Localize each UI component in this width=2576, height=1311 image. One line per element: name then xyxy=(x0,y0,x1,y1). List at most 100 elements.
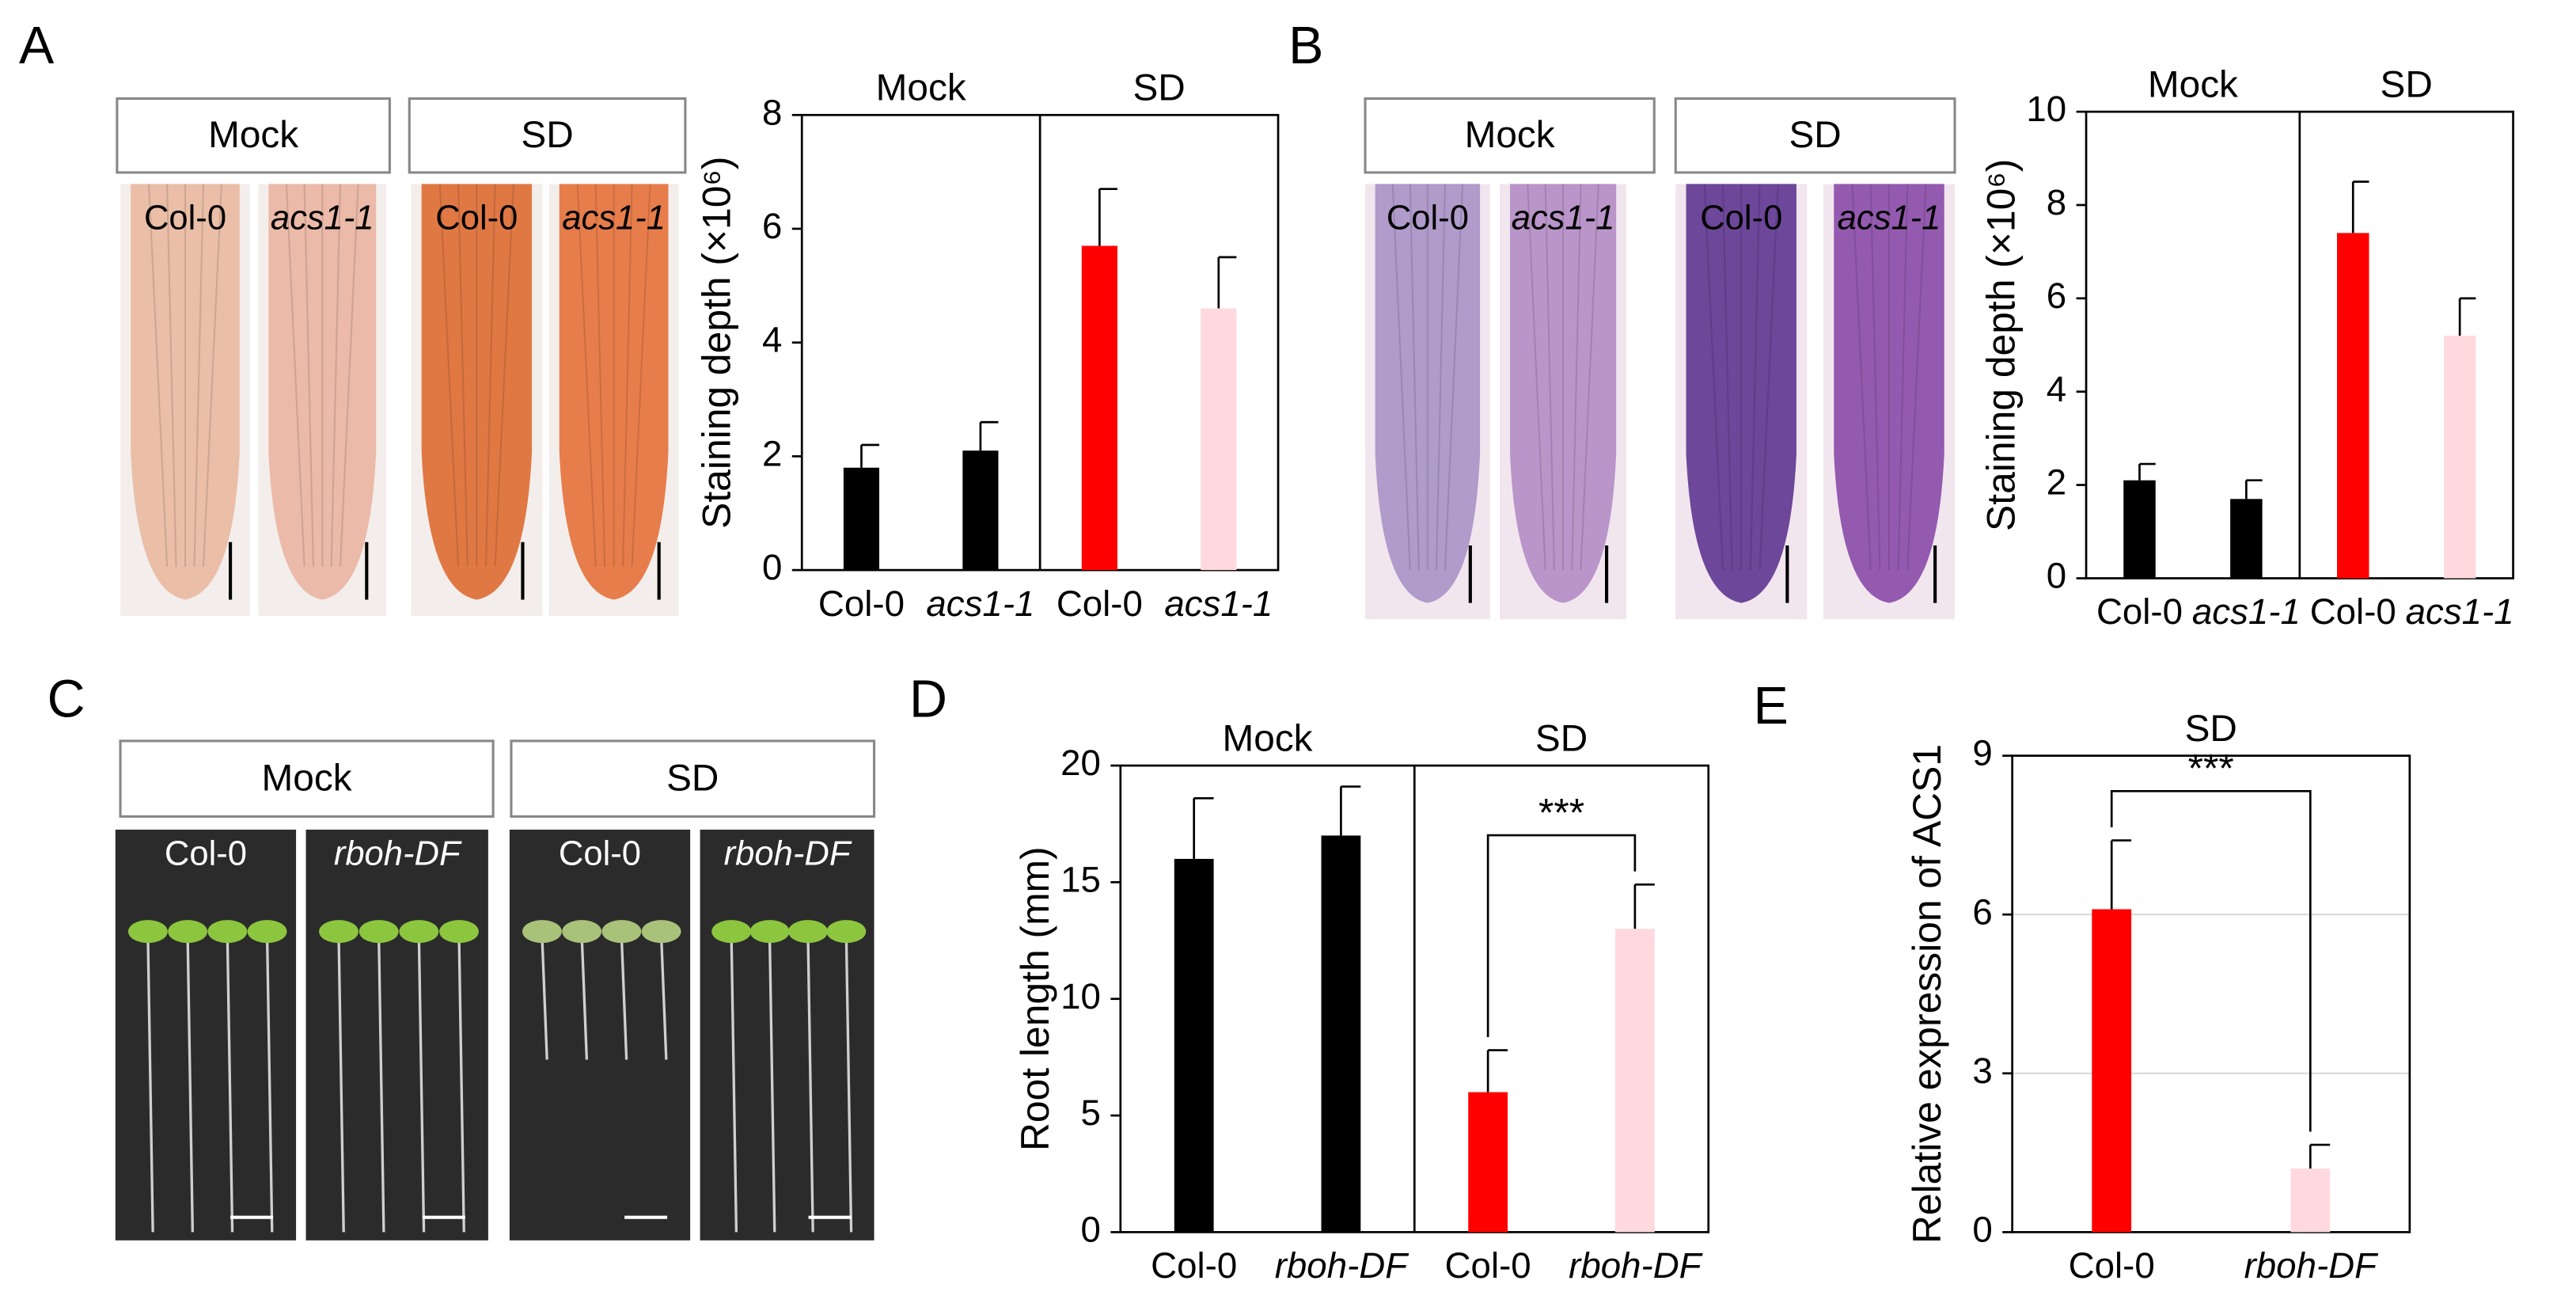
root-cell-file xyxy=(1544,184,1555,571)
root-image xyxy=(1834,184,1944,603)
group-label: SD xyxy=(1132,67,1185,109)
y-axis-label: Staining depth (×10⁶) xyxy=(695,156,739,528)
x-tick-label: acs1-1 xyxy=(1164,583,1273,624)
seedling-leaf xyxy=(168,920,208,944)
y-tick-label: 4 xyxy=(762,320,782,360)
bar xyxy=(1468,1092,1508,1233)
seedling-leaf xyxy=(826,920,867,944)
root-cell-file xyxy=(1906,184,1927,571)
photo-label: Col-0 xyxy=(165,835,247,873)
root-cell-file xyxy=(1703,184,1724,571)
root-cell-file xyxy=(193,184,205,567)
condition-label: Mock xyxy=(1465,114,1555,156)
seedling-root xyxy=(337,936,345,1233)
y-tick-label: 9 xyxy=(1972,733,1992,773)
seedling-leaf xyxy=(641,920,681,944)
y-axis-label: Relative expression of ACS1 xyxy=(1905,744,1949,1244)
bar xyxy=(843,467,880,571)
significance-bracket xyxy=(1486,834,1637,1037)
root-cell-file xyxy=(339,184,359,567)
significance-label: *** xyxy=(1538,790,1584,834)
y-tick-label: 10 xyxy=(2026,89,2066,129)
seedling-root xyxy=(620,936,628,1060)
y-tick-label: 5 xyxy=(1081,1092,1101,1133)
seedling-leaf xyxy=(562,920,602,944)
x-tick-label: acs1-1 xyxy=(2406,591,2514,632)
photo-label: rboh-DF xyxy=(334,835,462,873)
root-cell-file xyxy=(438,184,460,567)
panel-letter: A xyxy=(19,17,55,75)
seedling-leaf xyxy=(247,920,287,944)
root-cell-file xyxy=(1721,184,1733,571)
y-tick-label: 2 xyxy=(2047,462,2066,503)
root-cell-file xyxy=(148,184,169,567)
significance-label: *** xyxy=(2188,747,2234,791)
y-tick-label: 2 xyxy=(762,433,782,473)
bar xyxy=(1201,308,1237,571)
panel-letter: D xyxy=(909,671,947,729)
root-cell-file xyxy=(1435,184,1447,571)
seedling-leaf xyxy=(319,920,359,944)
root-cell-file xyxy=(1580,184,1599,571)
panel-letter: C xyxy=(47,671,85,729)
group-label: SD xyxy=(1535,718,1588,760)
seedling-leaf xyxy=(711,920,752,944)
y-tick-label: 6 xyxy=(762,206,782,246)
x-tick-label: rboh-DF xyxy=(2244,1245,2380,1286)
bar xyxy=(1174,858,1214,1233)
y-tick-label: 6 xyxy=(1972,891,1992,932)
bar xyxy=(2230,499,2263,579)
y-axis-label: Root length (mm) xyxy=(1013,846,1057,1151)
root-image xyxy=(421,184,533,600)
bar xyxy=(962,450,999,571)
root-cell-file xyxy=(1444,184,1464,571)
root-cell-file xyxy=(1527,184,1546,571)
y-tick-label: 6 xyxy=(2047,276,2066,316)
seedling-root xyxy=(768,936,776,1233)
root-image xyxy=(1686,184,1796,603)
bar xyxy=(2123,480,2156,579)
seedling-leaf xyxy=(207,920,248,944)
seedling-leaf xyxy=(359,920,399,944)
panel-letter: B xyxy=(1288,17,1323,75)
seedling-leaf xyxy=(522,920,562,944)
x-tick-label: Col-0 xyxy=(818,583,905,624)
photo-label: Col-0 xyxy=(144,200,226,238)
seedling-root xyxy=(186,936,195,1233)
group-label: Mock xyxy=(2148,64,2238,106)
y-tick-label: 10 xyxy=(1060,976,1101,1016)
seedling-root xyxy=(377,936,385,1233)
root-image xyxy=(268,184,377,600)
x-tick-label: Col-0 xyxy=(1445,1245,1531,1286)
root-cell-file xyxy=(1897,184,1909,571)
seedling-root xyxy=(806,936,814,1233)
y-tick-label: 0 xyxy=(1972,1209,1992,1249)
seedling-root xyxy=(730,936,738,1233)
seedling-root xyxy=(146,936,154,1233)
root-cell-file xyxy=(330,184,341,567)
x-tick-label: acs1-1 xyxy=(926,583,1034,624)
seedling-root xyxy=(844,936,853,1233)
condition-box xyxy=(1674,97,1956,174)
root-image xyxy=(131,184,240,600)
y-tick-label: 8 xyxy=(762,92,782,132)
x-tick-label: Col-0 xyxy=(1057,583,1143,624)
photo-label: acs1-1 xyxy=(1838,200,1941,238)
x-tick-label: Col-0 xyxy=(2096,591,2183,632)
condition-box xyxy=(1364,97,1656,174)
condition-label: SD xyxy=(666,757,719,799)
y-tick-label: 4 xyxy=(2047,369,2066,409)
root-cell-file xyxy=(457,184,469,567)
photo-label: acs1-1 xyxy=(1512,200,1615,238)
bar xyxy=(2092,909,2132,1233)
condition-label: SD xyxy=(1789,114,1841,156)
seedling-root xyxy=(659,936,668,1060)
y-axis-label: Staining depth (×10⁶) xyxy=(1978,159,2023,531)
seedling-leaf xyxy=(399,920,439,944)
photo-label: Col-0 xyxy=(559,835,641,873)
bar xyxy=(2337,233,2369,579)
photo xyxy=(115,829,297,1241)
bar xyxy=(1321,835,1361,1233)
seedling-root xyxy=(226,936,234,1233)
x-tick-label: Col-0 xyxy=(2069,1245,2155,1286)
